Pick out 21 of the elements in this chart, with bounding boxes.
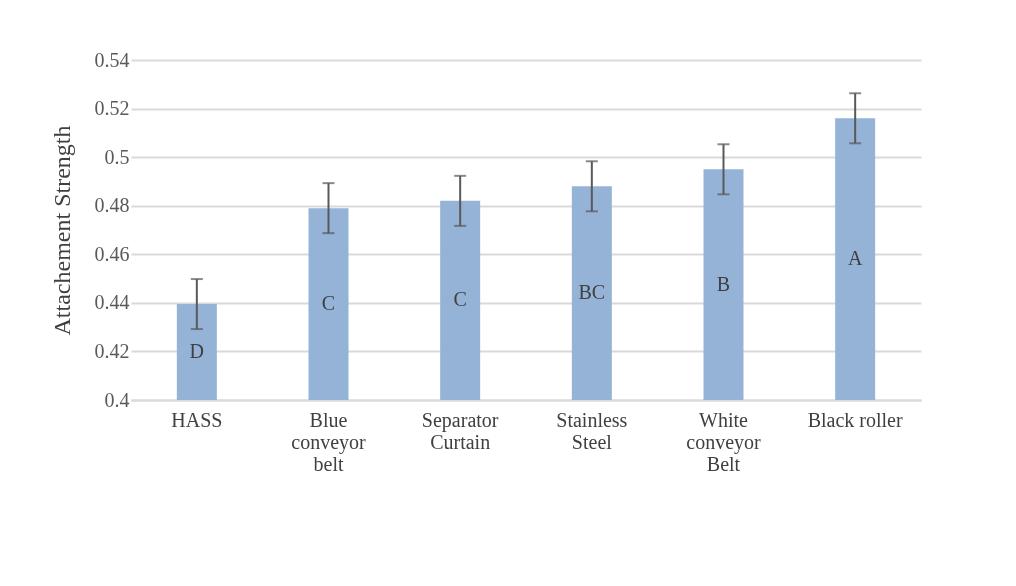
x-tick-label: HASS (171, 408, 223, 431)
y-tick-label: 0.4 (104, 388, 130, 411)
y-axis-title: Attachement Strength (48, 125, 75, 336)
y-tick-label: 0.52 (94, 97, 130, 120)
x-tick-label: Stainless Steel (556, 408, 628, 453)
annotation: B (716, 272, 731, 295)
y-tick-label: 0.42 (94, 339, 130, 362)
annotation: A (847, 247, 863, 270)
y-tick-label: 0.54 (94, 48, 130, 71)
y-tick-label: 0.44 (94, 291, 130, 314)
y-tick-label: 0.46 (94, 242, 130, 265)
x-tick-label: Blue conveyor belt (291, 408, 367, 475)
y-tick-label: 0.48 (94, 194, 130, 217)
annotation: C (453, 288, 467, 311)
x-tick-label: Separator Curtain (421, 408, 499, 453)
y-tick-label: 0.5 (104, 145, 130, 168)
x-tick-label: White conveyor Belt (686, 408, 762, 475)
annotation: BC (578, 281, 606, 304)
annotation: D (189, 340, 205, 363)
x-tick-label: Black roller (807, 408, 903, 431)
annotation: C (321, 292, 336, 315)
